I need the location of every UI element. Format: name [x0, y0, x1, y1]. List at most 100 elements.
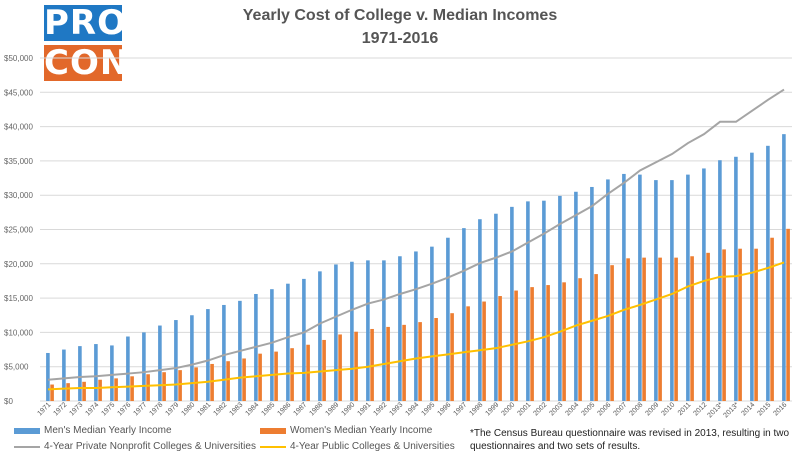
x-tick-label: 1978 [148, 401, 164, 417]
bar-men [190, 315, 194, 401]
bar-men [718, 160, 722, 401]
legend-men-label: Men's Median Yearly Income [44, 425, 172, 436]
bar-men [638, 174, 642, 401]
x-tick-label: 1989 [324, 401, 340, 417]
x-tick-label: 2014 [740, 401, 756, 417]
x-tick-label: 1981 [196, 401, 212, 417]
bar-women [226, 361, 230, 401]
bar-women [354, 331, 358, 401]
bar-men [302, 278, 306, 401]
x-tick-label: 1977 [132, 401, 148, 417]
x-tick-label: 1982 [212, 401, 228, 417]
y-tick-label: $45,000 [4, 88, 33, 97]
bar-men [750, 152, 754, 401]
legend-women-label: Women's Median Yearly Income [290, 425, 433, 436]
bar-men [670, 180, 674, 401]
bar-men [414, 251, 418, 401]
y-tick-label: $40,000 [4, 123, 33, 132]
x-tick-label: 1994 [404, 401, 420, 417]
line-private [47, 88, 785, 381]
y-tick-label: $10,000 [4, 328, 33, 337]
bar-women [754, 248, 758, 401]
y-tick-label: $35,000 [4, 157, 33, 166]
bar-men [334, 264, 338, 401]
y-tick-label: $30,000 [4, 191, 33, 200]
y-tick-label: $25,000 [4, 226, 33, 235]
bar-men [318, 271, 322, 401]
logo-con: CON [44, 43, 130, 83]
bar-women [130, 376, 134, 401]
bar-men [622, 173, 626, 401]
bar-women [162, 372, 166, 401]
bar-men [494, 213, 498, 401]
y-tick-label: $50,000 [4, 54, 33, 63]
bar-women [642, 257, 646, 401]
bar-women [210, 363, 214, 401]
x-tick-label: 1984 [244, 401, 260, 417]
bar-men [78, 346, 82, 401]
bar-women [450, 313, 454, 401]
bar-men [782, 134, 786, 401]
x-tick-label: 2010 [660, 401, 676, 417]
bar-men [430, 246, 434, 401]
x-tick-label: 2015 [756, 401, 772, 417]
x-tick-label: 1992 [372, 401, 388, 417]
bar-men [222, 304, 226, 401]
x-tick-label: 1979 [164, 401, 180, 417]
x-tick-label: 1973 [68, 401, 84, 417]
bar-men [462, 228, 466, 401]
bar-women [178, 370, 182, 401]
x-tick-label: 1974 [84, 401, 100, 417]
bar-women [658, 257, 662, 401]
bar-men [46, 352, 50, 401]
legend-public-swatch [260, 445, 286, 448]
bar-women [98, 379, 102, 401]
x-tick-label: 1987 [292, 401, 308, 417]
bar-men [526, 201, 530, 401]
bar-men [478, 219, 482, 401]
bar-men [142, 332, 146, 401]
line-public [47, 261, 785, 391]
bar-women [578, 278, 582, 401]
bar-women [530, 287, 534, 401]
bar-women [562, 282, 566, 401]
bar-men [286, 283, 290, 401]
x-tick-label: 2008 [628, 401, 644, 417]
bar-women [194, 367, 198, 401]
bar-women [50, 384, 54, 401]
bar-men [766, 145, 770, 401]
legend-private-swatch [14, 445, 40, 448]
x-tick-label: 1997 [452, 401, 468, 417]
bar-men [510, 206, 514, 401]
bar-men [606, 179, 610, 401]
bar-men [126, 336, 130, 401]
bar-women [146, 374, 150, 401]
legend-men-swatch [14, 427, 40, 434]
bar-men [350, 261, 354, 401]
x-tick-label: 2007 [612, 401, 628, 417]
x-tick-label: 2003 [548, 401, 564, 417]
bar-men [62, 349, 66, 401]
bar-men [686, 174, 690, 401]
legend-private-label: 4-Year Private Nonprofit Colleges & Univ… [44, 441, 256, 452]
bar-women [338, 334, 342, 401]
bar-men [174, 320, 178, 401]
y-tick-label: $15,000 [4, 294, 33, 303]
bar-women [722, 249, 726, 401]
legend-private: 4-Year Private Nonprofit Colleges & Univ… [14, 441, 256, 452]
bar-women [786, 228, 790, 401]
x-tick-label: 1993 [388, 401, 404, 417]
bar-men [158, 325, 162, 401]
x-tick-label: 1996 [436, 401, 452, 417]
x-tick-label: 2016 [772, 401, 788, 417]
bar-men [94, 344, 98, 401]
bar-men [270, 289, 274, 401]
x-tick-label: 1998 [468, 401, 484, 417]
bar-men [542, 200, 546, 401]
legend-women-swatch [260, 427, 286, 434]
x-tick-label: 1986 [276, 401, 292, 417]
bar-women [514, 290, 518, 401]
legend-women: Women's Median Yearly Income [260, 425, 432, 436]
x-tick-label: 1988 [308, 401, 324, 417]
